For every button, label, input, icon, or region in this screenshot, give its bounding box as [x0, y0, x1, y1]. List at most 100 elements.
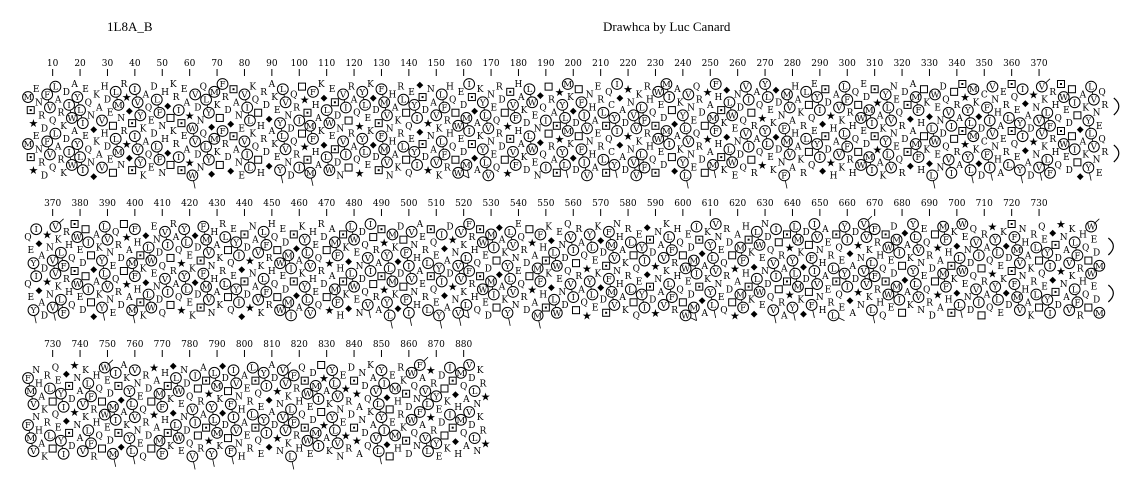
serine-square-dot	[166, 431, 169, 434]
residue-letter: R	[373, 293, 380, 303]
residue-letter: N	[284, 111, 292, 121]
residue-letter: K	[249, 130, 256, 140]
residue-letter: M	[939, 223, 948, 233]
residue-letter: M	[284, 251, 293, 261]
residue-letter: D	[118, 301, 125, 311]
residue-letter: N	[1093, 156, 1101, 166]
residue-letter: N	[778, 111, 786, 121]
residue-letter: N	[473, 447, 481, 457]
hydrophobic-contour	[370, 385, 382, 398]
threonine-square-icon	[854, 147, 863, 156]
residue-letter: V	[191, 90, 199, 100]
residue-letter: R	[197, 445, 204, 455]
residue-letter: M	[26, 434, 35, 444]
proline-star-icon: ★	[623, 83, 633, 96]
residue-letter: N	[627, 145, 635, 155]
residue-letter: Q	[649, 109, 656, 119]
residue-letter: H	[742, 223, 750, 233]
serine-square-dot	[906, 150, 909, 153]
hydrophobic-contour	[679, 122, 692, 135]
residue-letter: F	[159, 450, 165, 460]
residue-letter: Q	[756, 101, 763, 111]
hydrophobic-contour	[805, 299, 818, 311]
proline-star-icon: ★	[503, 120, 513, 133]
residue-letter: I	[246, 151, 249, 161]
residue-letter: K	[460, 241, 467, 251]
hydrophobic-contour	[389, 429, 402, 442]
residue-letter: K	[797, 296, 804, 306]
residue-letter: F	[442, 151, 448, 161]
hydrophobic-contour	[142, 288, 155, 301]
hydrophobic-contour	[882, 148, 895, 161]
residue-letter: E	[107, 109, 114, 119]
hydrophobic-contour	[419, 432, 432, 445]
residue-letter: Q	[271, 233, 278, 243]
residue-letter: D	[224, 106, 231, 116]
residue-letter: M	[213, 382, 222, 392]
residue-letter: I	[950, 169, 953, 179]
residue-letter: Y	[98, 257, 105, 267]
residue-letter: E	[1091, 236, 1098, 246]
ruler-tick-label: 810	[263, 340, 280, 350]
residue-letter: V	[632, 124, 640, 134]
residue-letter: K	[216, 254, 223, 264]
residue-letter: Q	[112, 275, 119, 285]
residue-letter: F	[740, 304, 746, 314]
residue-letter: Q	[1082, 244, 1089, 254]
residue-letter: W	[303, 437, 312, 447]
residue-letter: D	[361, 429, 368, 439]
ruler-tick-label: 30	[102, 59, 114, 69]
residue-letter: Q	[430, 238, 437, 248]
hydrophobic-contour	[285, 309, 297, 322]
residue-letter: E	[636, 230, 643, 240]
ruler-tick-label: 580	[619, 199, 636, 209]
residue-letter: I	[193, 371, 196, 381]
hydrophobic-contour	[63, 98, 75, 111]
residue-letter: E	[419, 233, 426, 243]
hydrophobic-contour	[1013, 257, 1026, 270]
residue-letter: E	[151, 223, 158, 233]
hydrophobic-contour	[586, 288, 599, 301]
hydrophobic-contour	[679, 262, 692, 275]
residue-letter: V	[1016, 259, 1024, 269]
residue-letter: Q	[676, 285, 683, 295]
hydrophobic-contour	[378, 377, 391, 390]
residue-letter: L	[203, 143, 209, 153]
glycine-diamond-icon: ◆	[1049, 275, 1056, 285]
ruler-tick-label: 110	[318, 59, 335, 69]
hydrophobic-contour	[260, 426, 273, 439]
residue-letter: R	[266, 301, 273, 311]
hydrophobic-contour	[687, 301, 700, 314]
residue-letter: R	[373, 246, 380, 256]
glycine-diamond-icon: ◆	[35, 239, 42, 249]
residue-letter: I	[977, 251, 980, 261]
hydrophobic-contour	[435, 88, 448, 101]
residue-letter: E	[354, 249, 361, 259]
residue-letter: L	[710, 254, 716, 264]
glycine-diamond-icon: ◆	[1077, 125, 1084, 135]
hydrophobic-contour	[230, 236, 243, 249]
residue-letter: L	[507, 228, 513, 238]
serine-square-dot	[785, 233, 788, 236]
residue-letter: Y	[328, 366, 335, 376]
residue-letter: L	[288, 405, 294, 415]
ruler-tick-label: 400	[126, 199, 143, 209]
residue-letter: K	[567, 93, 574, 103]
hydrophobic-contour	[326, 364, 339, 377]
residue-letter: Y	[504, 309, 511, 319]
residue-letter: M	[689, 304, 698, 314]
residue-letter: N	[816, 246, 824, 256]
threonine-square-icon	[166, 113, 175, 122]
residue-letter: H	[35, 426, 43, 436]
residue-letter: E	[595, 130, 602, 140]
proline-star-icon: ★	[355, 167, 365, 180]
hydrophobic-contour	[1063, 257, 1076, 270]
residue-letter: M	[1013, 293, 1022, 303]
residue-letter: E	[238, 171, 245, 181]
residue-letter: Q	[411, 429, 418, 439]
glycine-diamond-icon: ◆	[953, 241, 960, 251]
residue-letter: Q	[315, 254, 322, 264]
residue-letter: K	[704, 228, 711, 238]
residue-letter: H	[210, 228, 218, 238]
residue-letter: W	[67, 114, 76, 124]
